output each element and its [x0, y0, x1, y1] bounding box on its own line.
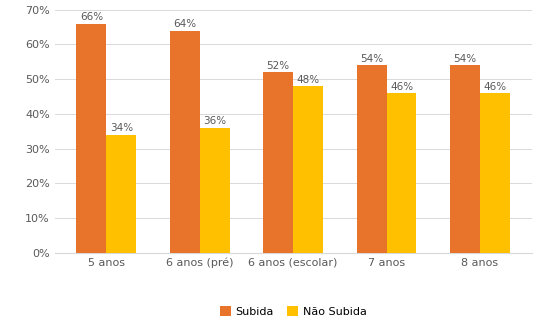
Legend: Subida, Não Subida: Subida, Não Subida: [215, 302, 371, 322]
Text: 36%: 36%: [203, 116, 226, 126]
Text: 34%: 34%: [110, 123, 133, 133]
Bar: [357, 65, 386, 253]
Text: 54%: 54%: [360, 54, 383, 64]
Bar: [170, 30, 200, 253]
Bar: [77, 24, 106, 253]
Text: 46%: 46%: [390, 82, 413, 92]
Bar: [200, 128, 230, 253]
Bar: [480, 93, 510, 253]
Bar: [263, 72, 293, 253]
Text: 48%: 48%: [296, 75, 319, 85]
Bar: [293, 86, 323, 253]
Bar: [106, 135, 136, 253]
Text: 54%: 54%: [454, 54, 477, 64]
Text: 66%: 66%: [80, 12, 103, 22]
Bar: [450, 65, 480, 253]
Text: 46%: 46%: [483, 82, 506, 92]
Text: 52%: 52%: [267, 61, 290, 71]
Text: 64%: 64%: [173, 19, 196, 29]
Bar: [386, 93, 416, 253]
